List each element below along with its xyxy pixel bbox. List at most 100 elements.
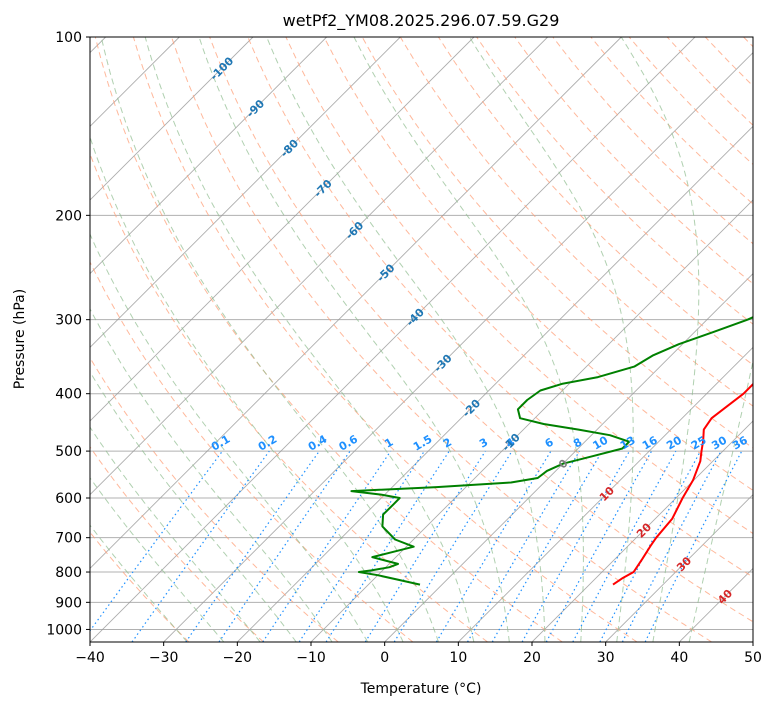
isotherm-line <box>384 273 753 642</box>
isotherm-label: -30 <box>431 351 454 374</box>
dry-adiabat-line <box>90 446 264 642</box>
mixing-ratio-label: 0.1 <box>209 433 232 454</box>
y-tick-label: 800 <box>55 565 82 581</box>
mixing-ratio-line <box>90 450 223 632</box>
mixing-ratio-line <box>325 450 450 642</box>
isotherm-line <box>90 37 548 496</box>
mixing-ratio-label: 3 <box>477 436 490 451</box>
mixing-ratio-line <box>262 450 392 642</box>
mixing-ratio-line <box>435 450 552 642</box>
dry-adiabat-line <box>90 356 339 642</box>
dry-adiabat-line <box>90 152 488 642</box>
moist-adiabat-line <box>90 524 188 642</box>
dry-adiabat-line <box>552 37 753 245</box>
x-tick-label: 0 <box>380 650 389 666</box>
isotherm-line <box>752 641 753 642</box>
mixing-ratio-label: 10 <box>591 433 611 452</box>
isotherm-label: -50 <box>374 261 397 284</box>
dry-adiabat-label: 40 <box>715 587 735 607</box>
y-tick-label: 700 <box>55 531 82 547</box>
dewpoint-profile <box>350 316 753 586</box>
y-tick-label: 200 <box>55 208 82 224</box>
mixing-ratio-label: 1.5 <box>411 433 434 454</box>
isotherm-label: 0 <box>556 456 571 471</box>
y-tick-label: 300 <box>55 313 82 329</box>
isotherm-line <box>90 37 696 642</box>
dry-adiabat-line <box>132 37 638 642</box>
mixing-ratio-label: 25 <box>689 434 709 453</box>
moist-adiabat-line <box>353 37 584 642</box>
dry-adiabat-line <box>209 37 753 623</box>
isotherm-line <box>90 37 401 348</box>
dry-adiabat-line <box>476 37 753 325</box>
mixing-ratio-label: 16 <box>640 433 660 452</box>
isotherm-line <box>90 37 254 201</box>
moist-adiabat-line <box>100 37 439 642</box>
mixing-ratio-label: 30 <box>709 433 729 452</box>
dry-adiabat-line <box>590 37 753 205</box>
mixing-ratio-line <box>393 450 513 642</box>
x-tick-label: −20 <box>223 650 253 666</box>
isotherm-line <box>90 37 327 275</box>
mixing-ratio-label: 0.2 <box>256 433 279 454</box>
x-tick-label: 40 <box>670 650 688 666</box>
isotherm-label: -100 <box>208 54 237 83</box>
moist-adiabat-line <box>198 37 510 642</box>
plot-frame <box>89 36 754 643</box>
y-tick-label: 400 <box>55 387 82 403</box>
moist-adiabat-line <box>90 370 297 642</box>
isotherm-line <box>163 52 753 642</box>
isotherm-label: -20 <box>460 397 483 420</box>
moist-adiabat-line <box>90 135 404 642</box>
x-tick-label: −30 <box>149 650 179 666</box>
isotherm-line <box>90 37 622 569</box>
x-tick-label: 50 <box>744 650 762 666</box>
x-tick-label: 20 <box>523 650 541 666</box>
dry-adiabat-line <box>90 260 414 642</box>
x-tick-label: 10 <box>449 650 467 666</box>
isotherm-label: -60 <box>343 219 366 242</box>
y-tick-label: 900 <box>55 595 82 611</box>
temperature-profile <box>612 195 753 586</box>
y-tick-label: 600 <box>55 491 82 507</box>
moist-adiabat-line <box>90 308 333 642</box>
isotherm-line <box>458 346 753 642</box>
y-tick-label: 1000 <box>46 622 82 638</box>
x-axis-title: Temperature (°C) <box>360 681 482 697</box>
moist-adiabat-line <box>620 37 700 642</box>
y-axis-title: Pressure (hPa) <box>12 289 28 389</box>
mixing-ratio-line <box>545 450 653 642</box>
isotherm-label: -90 <box>244 97 267 120</box>
dry-adiabat-line <box>666 37 753 126</box>
mixing-ratio-line <box>364 450 486 642</box>
moist-adiabat-line <box>90 426 261 642</box>
mixing-ratio-label: 8 <box>571 436 584 451</box>
chart-title: wetPf2_YM08.2025.296.07.59.G29 <box>283 11 560 31</box>
isotherm-line <box>605 494 753 642</box>
dry-adiabat-line <box>743 37 753 48</box>
mixing-ratio-line <box>298 450 425 642</box>
dry-adiabat-line <box>171 37 712 642</box>
mixing-ratio-label: 0.6 <box>337 432 361 453</box>
dry-adiabat-line <box>247 37 753 578</box>
mixing-ratio-line <box>572 450 677 642</box>
dry-adiabat-line <box>94 37 563 642</box>
dry-adiabat-line <box>285 37 753 535</box>
dry-adiabat-line <box>90 531 190 642</box>
moist-adiabat-line <box>469 37 634 642</box>
isotherm-label: -80 <box>278 137 301 160</box>
dry-adiabat-line <box>704 37 753 87</box>
x-tick-label: −40 <box>75 650 105 666</box>
dry-adiabat-line <box>323 37 753 491</box>
series-layer <box>350 195 753 586</box>
mixing-ratio-line <box>466 450 580 642</box>
x-tick-label: 30 <box>597 650 615 666</box>
axis-layer: −40 −30 −20 −10 0 10 20 30 40 5010020030040050060… <box>46 30 762 666</box>
mixing-ratio-label: 20 <box>664 433 684 452</box>
mixing-ratio-label: 36 <box>730 433 750 452</box>
moist-adiabat-line <box>688 358 753 642</box>
mixing-ratio-line <box>599 450 702 642</box>
moist-adiabat-line <box>90 476 225 642</box>
isotherm-line <box>531 420 753 642</box>
